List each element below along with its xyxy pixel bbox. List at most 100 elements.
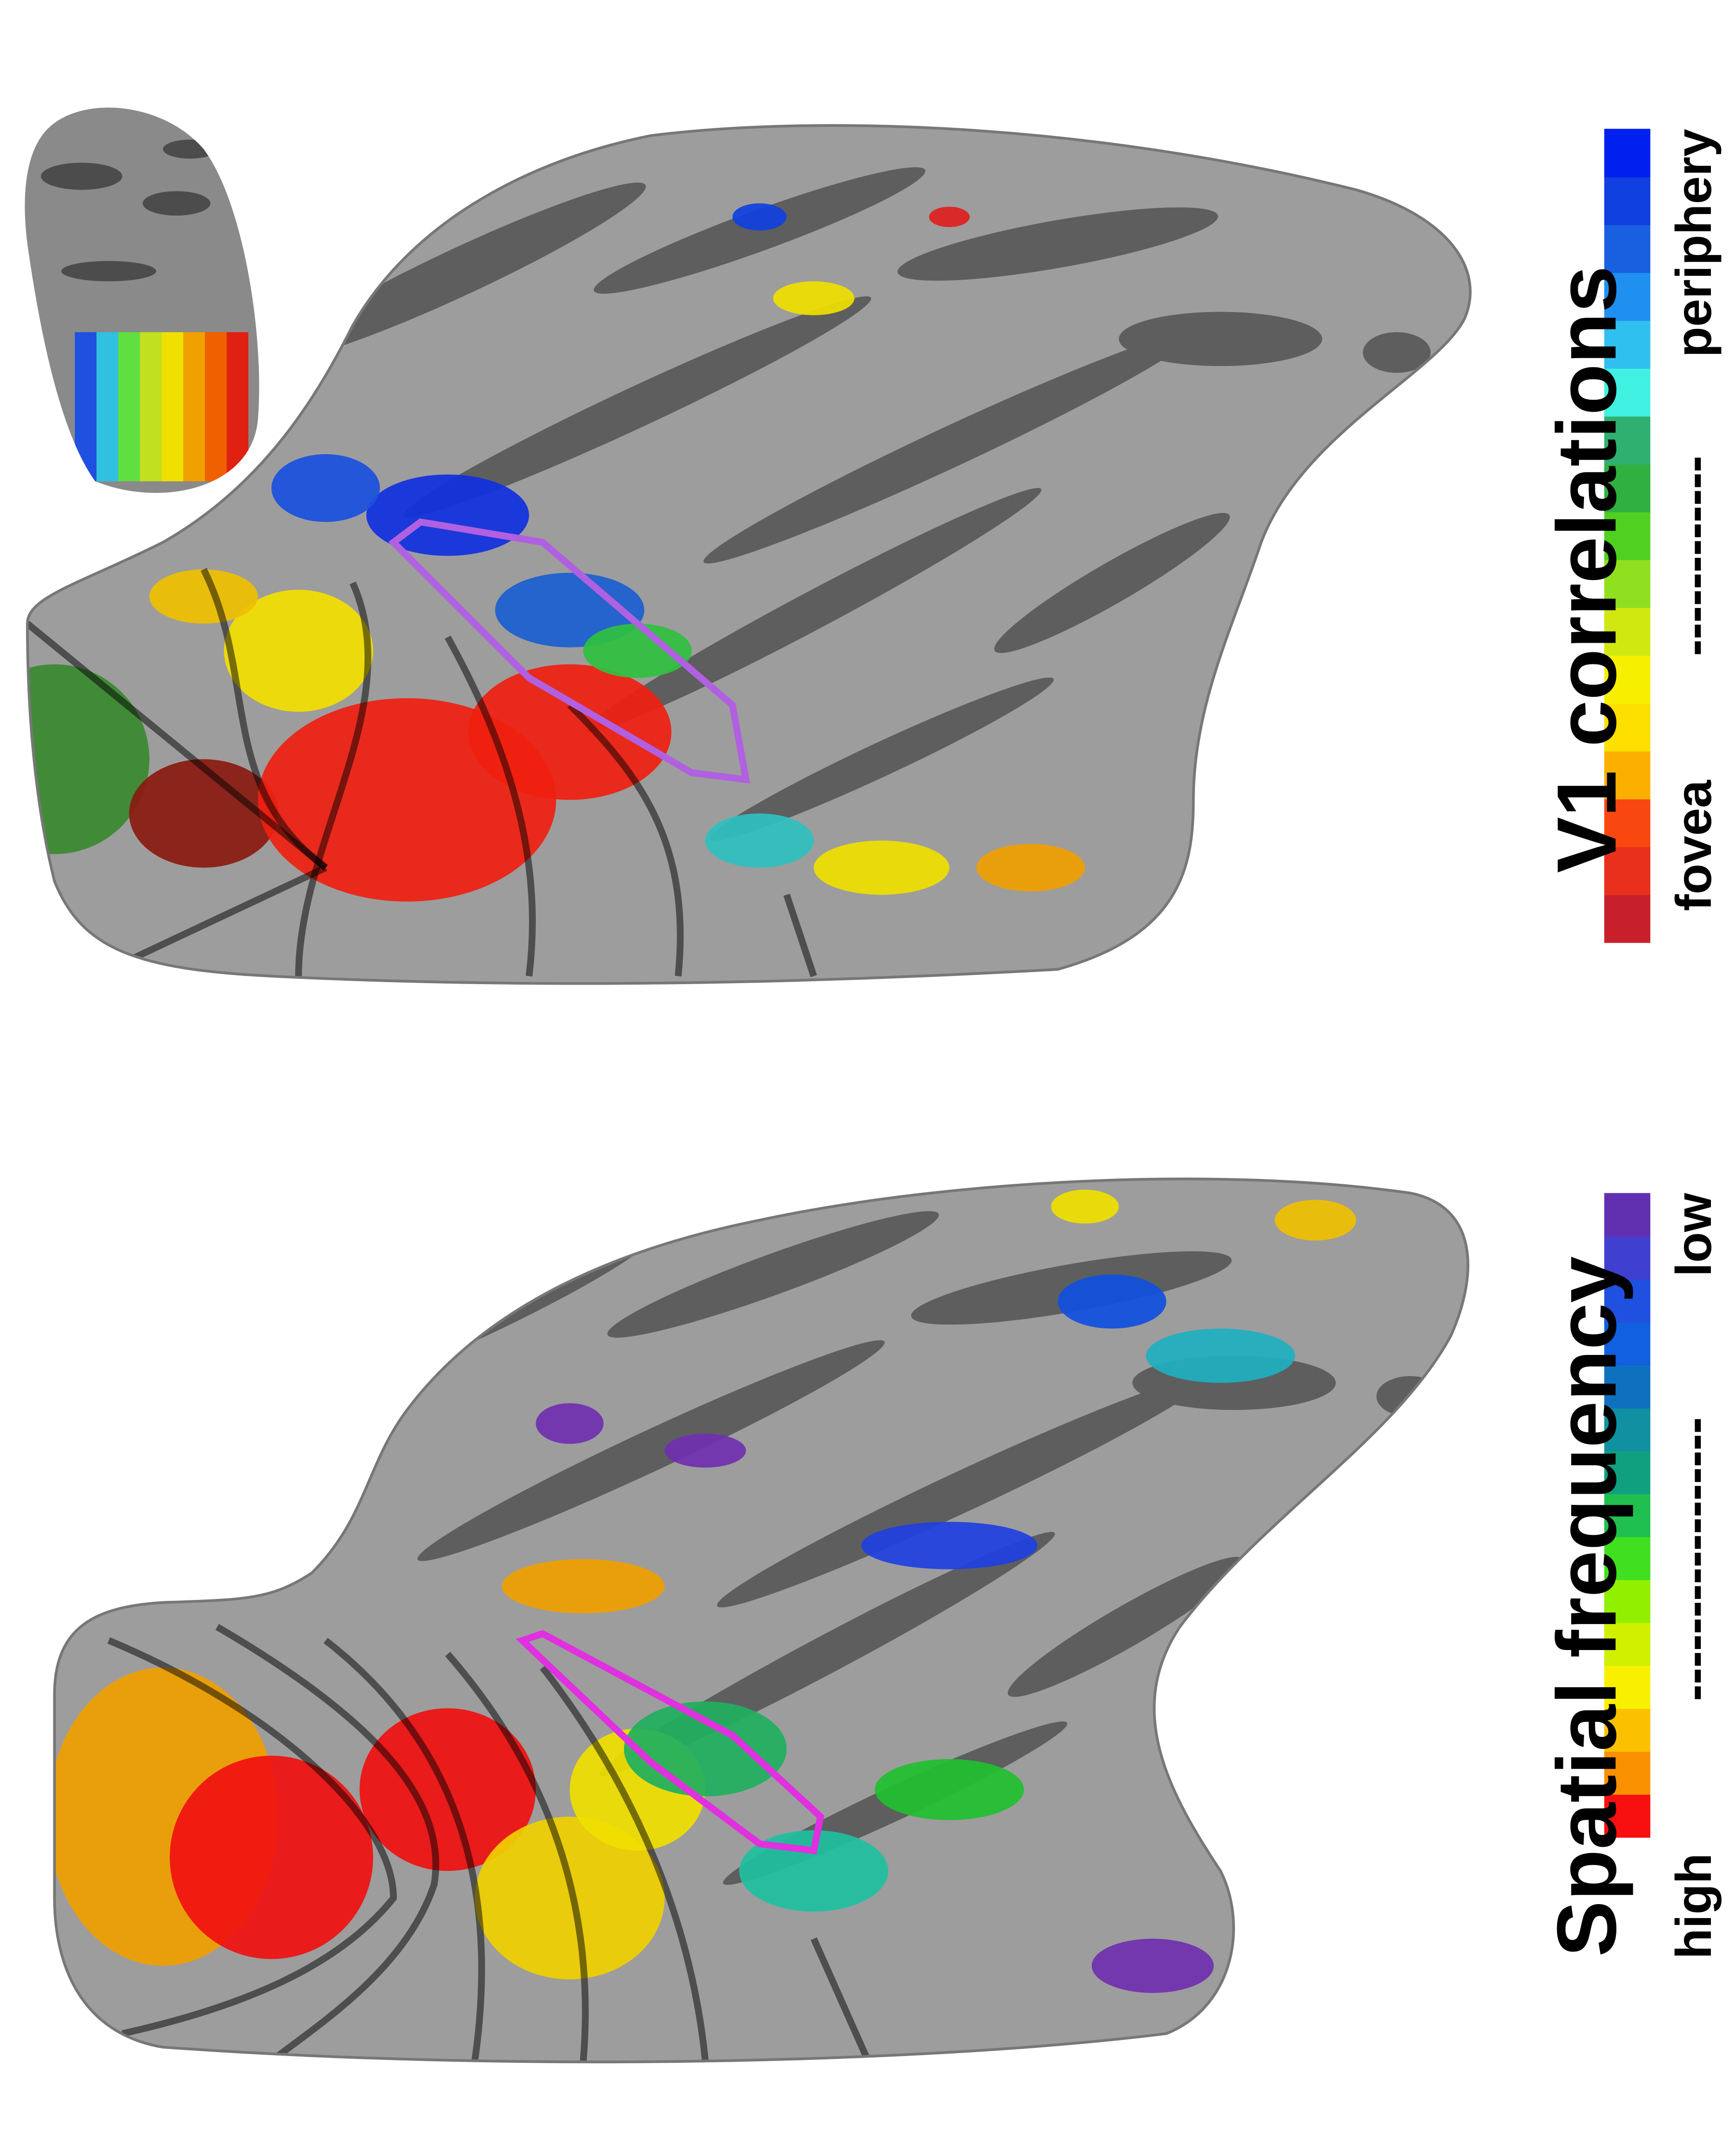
- activation: [976, 844, 1085, 892]
- activation: [169, 1756, 373, 1959]
- cortex-map-top: [27, 125, 1470, 984]
- colorbar-swatch: [1604, 176, 1651, 225]
- sulcus: [276, 182, 646, 360]
- inset-cortex: [25, 108, 259, 493]
- activation: [1058, 1274, 1166, 1329]
- activation: [739, 1830, 889, 1912]
- inset-band: [118, 332, 140, 482]
- boundary-line: [295, 582, 372, 976]
- sulcus: [897, 207, 1219, 281]
- cortex-map-bottom: [54, 1179, 1468, 2062]
- activation: [665, 1434, 746, 1468]
- colorbar-swatch: [1604, 1193, 1651, 1237]
- colorbar-swatch: [1604, 224, 1651, 273]
- boundary-line: [107, 1637, 397, 2037]
- colorbar-swatch: [1604, 1279, 1651, 1323]
- scale-high: low: [1666, 1192, 1722, 1276]
- activation: [536, 1403, 604, 1444]
- activation: [1275, 1200, 1356, 1241]
- activation: [224, 590, 373, 712]
- sulcus: [41, 162, 122, 190]
- inset-band: [96, 332, 119, 482]
- sulcus: [1119, 311, 1322, 366]
- sulcus: [994, 513, 1230, 653]
- activation: [271, 454, 380, 522]
- sulcus: [703, 331, 1195, 564]
- colorbar-swatch: [1604, 320, 1651, 369]
- colorbar-swatch: [1604, 1665, 1651, 1709]
- sulcus: [709, 677, 1054, 841]
- colorbar-swatch: [1604, 1365, 1651, 1408]
- colorbar-swatch: [1604, 511, 1651, 560]
- colorbar-swatch: [1604, 751, 1651, 799]
- scale-low: high: [1666, 1853, 1722, 1959]
- inset-band: [205, 332, 227, 482]
- activation: [814, 840, 949, 895]
- inset-band: [227, 332, 249, 482]
- colorbar-swatch: [1604, 559, 1651, 608]
- boundary-line: [324, 1637, 485, 2061]
- activation: [27, 664, 149, 854]
- activation: [773, 281, 854, 315]
- colorbar-swatch: [1604, 1536, 1651, 1580]
- scale-dashes: -----------------: [1666, 1417, 1722, 1701]
- sulcus: [142, 191, 211, 216]
- colorbar-swatch: [1604, 1751, 1651, 1795]
- inset-band: [183, 332, 205, 482]
- activation: [475, 1816, 665, 1980]
- boundary-line: [540, 1665, 709, 2061]
- activation: [1051, 1190, 1119, 1224]
- colorbar-swatch: [1604, 703, 1651, 752]
- scale-low: fovea: [1666, 780, 1722, 911]
- activation: [732, 203, 787, 230]
- activation: [875, 1759, 1024, 1820]
- sulcus: [1376, 1376, 1444, 1417]
- boundary-line: [783, 893, 817, 977]
- roi-outline: [388, 518, 750, 784]
- boundary-line: [811, 1937, 871, 2062]
- activation: [583, 623, 692, 678]
- colorbar-swatch: [1604, 1794, 1651, 1838]
- colorbar-swatch: [1604, 272, 1651, 321]
- colorbar-swatch: [1604, 894, 1651, 943]
- sulcus: [1007, 1556, 1244, 1697]
- colorbar-swatch: [1604, 1579, 1651, 1624]
- inset-band: [75, 332, 97, 482]
- sulcus: [61, 261, 156, 282]
- colorbar-swatch: [1604, 846, 1651, 895]
- activation: [929, 206, 970, 227]
- sulcus: [586, 488, 1042, 732]
- label-group: Spatial frequency: [1539, 1256, 1633, 1957]
- sulcus: [1363, 332, 1431, 373]
- colorbar-swatch: [1604, 1708, 1651, 1752]
- activation: [624, 1701, 787, 1797]
- colorbar-swatch: [1604, 607, 1651, 656]
- colorbar-swatch: [1604, 416, 1651, 465]
- boundary-line: [200, 568, 328, 871]
- boundary-line: [215, 1624, 439, 2062]
- sulcus: [717, 1375, 1209, 1608]
- colorbar-swatch: [1604, 798, 1651, 848]
- colorbar-swatch: [1604, 1493, 1651, 1537]
- activation: [1091, 1938, 1214, 1993]
- activation: [705, 813, 814, 868]
- colorbar-swatch: [1604, 655, 1651, 704]
- colorbar-swatch: [1604, 1450, 1651, 1494]
- boundary-line: [445, 1651, 589, 2061]
- inset-band: [140, 332, 162, 482]
- colorbar-swatch: [1604, 1322, 1651, 1366]
- colorbar-swatch: [1604, 368, 1651, 417]
- colorbar-swatch: [1604, 1622, 1651, 1666]
- panel-title: V1 correlations: [1539, 266, 1633, 873]
- activation: [468, 664, 672, 800]
- panel-title: Spatial frequency: [1539, 1256, 1633, 1957]
- inset-band: [162, 332, 184, 482]
- sulcus: [417, 1340, 885, 1561]
- roi-outline: [515, 1630, 825, 1854]
- scale-dashes: ------------: [1666, 456, 1722, 656]
- colorbar-swatch: [1604, 1236, 1651, 1280]
- label-group: high ----------------- low: [1666, 1192, 1722, 1959]
- colorbar-swatch: [1604, 1407, 1651, 1451]
- boundary-line: [567, 703, 684, 977]
